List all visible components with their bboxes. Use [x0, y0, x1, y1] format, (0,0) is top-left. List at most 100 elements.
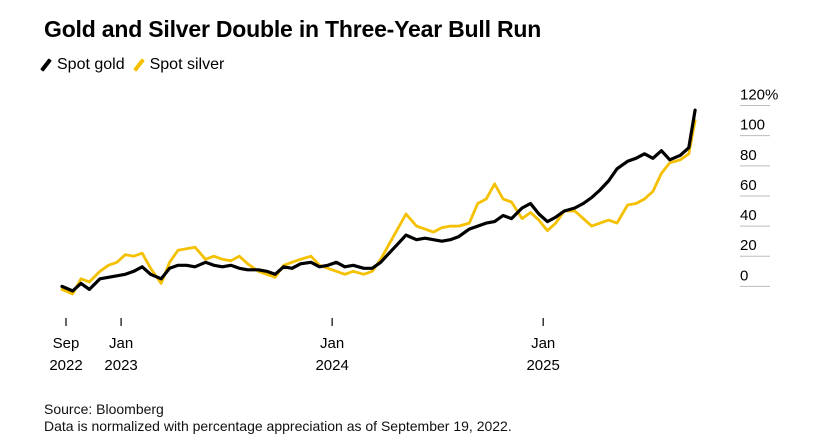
silver-point: [213, 255, 215, 257]
silver-point: [335, 270, 337, 272]
chart-title: Gold and Silver Double in Three-Year Bul…: [44, 16, 542, 42]
y-tick-label: 0: [740, 267, 748, 284]
gold-point: [555, 216, 557, 218]
silver-point: [502, 198, 504, 200]
x-tick-label-year: 2022: [49, 357, 82, 374]
gold-point: [679, 154, 681, 156]
gold-point: [238, 267, 240, 269]
x-tick-label-year: 2025: [526, 357, 559, 374]
silver-point: [247, 263, 249, 265]
gold-point: [99, 278, 101, 280]
silver-point: [529, 211, 532, 214]
silver-point: [204, 258, 207, 260]
x-tick-label-year: 2023: [104, 357, 137, 374]
gold-point: [116, 275, 118, 277]
gold-point: [502, 214, 504, 217]
silver-point: [626, 204, 629, 206]
gold-point: [124, 273, 126, 275]
gold-point: [150, 273, 152, 275]
silver-point: [133, 255, 135, 257]
silver-point: [61, 288, 63, 290]
silver-point: [352, 270, 354, 272]
gold-point: [327, 264, 329, 266]
gold-point: [494, 220, 496, 223]
data-note: Data is normalized with percentage appre…: [44, 418, 512, 434]
gold-point: [546, 220, 548, 223]
silver-point: [388, 243, 390, 245]
gold-point: [538, 213, 540, 215]
gold-point: [694, 109, 696, 111]
gold-point: [660, 150, 662, 152]
gold-point: [363, 267, 365, 269]
x-tick-label-month: Jan: [531, 335, 555, 352]
silver-point: [616, 222, 618, 224]
silver-point: [643, 198, 646, 200]
silver-point: [116, 261, 118, 263]
gold-point: [626, 160, 629, 162]
gold-point: [388, 252, 390, 254]
gold-point: [415, 239, 418, 241]
gold-point: [688, 147, 690, 149]
silver-point: [468, 222, 470, 224]
gold-point: [88, 288, 91, 290]
silver-point: [221, 258, 223, 260]
gold-point: [194, 266, 196, 268]
silver-point: [669, 162, 671, 164]
silver-point: [327, 267, 329, 269]
gold-point: [221, 266, 223, 268]
silver-point: [555, 222, 557, 224]
gold-point: [141, 266, 143, 268]
silver-point: [363, 273, 365, 275]
gold-point: [485, 222, 487, 224]
gold-point: [318, 266, 321, 268]
silver-point: [177, 249, 179, 251]
gold-point: [266, 270, 268, 272]
x-tick-label-year: 2024: [315, 357, 348, 374]
silver-point: [635, 202, 637, 205]
legend-item-gold: Spot gold: [40, 56, 125, 74]
silver-point: [688, 153, 690, 155]
gold-point: [344, 266, 346, 268]
silver-point: [396, 228, 399, 230]
silver-point: [150, 267, 152, 269]
silver-point: [371, 270, 373, 272]
gold-point: [71, 290, 74, 292]
silver-point: [238, 255, 240, 257]
silver-point: [380, 258, 382, 260]
gold-point: [599, 189, 601, 191]
gold-point: [247, 269, 249, 271]
gold-point: [468, 228, 470, 230]
silver-point: [185, 248, 188, 250]
silver-point: [652, 190, 654, 193]
gold-point: [80, 282, 82, 284]
silver-point: [599, 222, 601, 224]
gold-point: [133, 270, 135, 272]
gold-point: [529, 202, 532, 205]
gold-point: [510, 217, 513, 220]
silver-point: [405, 213, 407, 215]
gold-point: [396, 243, 399, 245]
y-tick-label: 80: [740, 147, 757, 164]
gold-point: [213, 264, 215, 266]
silver-point: [160, 282, 162, 284]
gold-point: [652, 157, 654, 159]
gold-point: [274, 273, 276, 275]
silver-point: [607, 219, 610, 221]
silver-point: [274, 276, 276, 278]
legend: Spot gold Spot silver: [40, 56, 236, 74]
silver-point: [582, 217, 584, 220]
series-line-silver: [60, 119, 697, 296]
silver-point: [266, 273, 268, 275]
gold-point: [441, 240, 443, 242]
gold-point: [371, 267, 373, 269]
silver-point: [291, 261, 293, 263]
gold-point: [310, 261, 312, 263]
silver-point: [424, 228, 426, 230]
silver-point: [194, 246, 196, 248]
gold-point: [458, 236, 460, 238]
gold-point: [177, 264, 179, 266]
gold-point: [563, 210, 565, 212]
silver-point: [299, 258, 302, 260]
gold-point: [282, 266, 285, 268]
y-tick-label: 40: [740, 207, 757, 224]
